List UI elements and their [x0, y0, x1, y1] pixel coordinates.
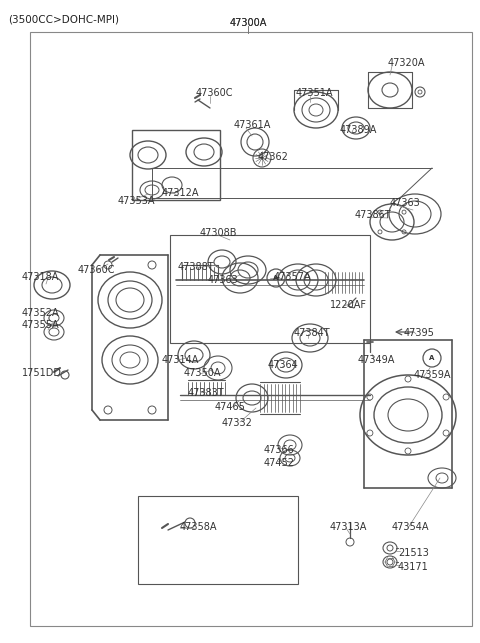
Text: 47359A: 47359A [414, 370, 452, 380]
Text: 47320A: 47320A [388, 58, 425, 68]
Text: 47360C: 47360C [196, 88, 233, 98]
Text: 47384T: 47384T [294, 328, 331, 338]
Text: 43171: 43171 [398, 562, 429, 572]
Text: A: A [273, 275, 279, 281]
Bar [132, 130, 220, 200]
Text: 1751DD: 1751DD [22, 368, 62, 378]
Text: 47300A: 47300A [229, 18, 267, 28]
Text: 1220AF: 1220AF [330, 300, 367, 310]
Text: 47388T: 47388T [178, 262, 215, 272]
Text: 47350A: 47350A [184, 368, 221, 378]
Text: (3500CC>DOHC-MPI): (3500CC>DOHC-MPI) [8, 14, 119, 24]
Bar [170, 235, 370, 343]
Text: 47383T: 47383T [188, 388, 225, 398]
Text: 21513: 21513 [398, 548, 429, 558]
Text: 47452: 47452 [264, 458, 295, 468]
Text: 47355A: 47355A [22, 320, 60, 330]
Text: A: A [429, 355, 435, 361]
Text: 47362: 47362 [258, 152, 289, 162]
Text: 47351A: 47351A [296, 88, 334, 98]
Text: 47357A: 47357A [274, 272, 312, 282]
Text: 47353A: 47353A [118, 196, 156, 206]
Text: 47363: 47363 [208, 275, 239, 285]
Text: 47300A: 47300A [229, 18, 267, 28]
Text: 47358A: 47358A [180, 522, 217, 532]
Text: 47364: 47364 [268, 360, 299, 370]
Text: 47389A: 47389A [340, 125, 377, 135]
Text: 47386T: 47386T [355, 210, 392, 220]
Text: 47318A: 47318A [22, 272, 60, 282]
Text: 47352A: 47352A [22, 308, 60, 318]
Text: 47366: 47366 [264, 445, 295, 455]
Text: 47360C: 47360C [78, 265, 116, 275]
Text: 47313A: 47313A [330, 522, 367, 532]
Text: 47363: 47363 [390, 198, 421, 208]
Text: 47332: 47332 [222, 418, 253, 428]
Bar [138, 496, 298, 584]
Text: 47395: 47395 [404, 328, 435, 338]
Text: 47312A: 47312A [162, 188, 200, 198]
Text: 47308B: 47308B [200, 228, 238, 238]
Text: 47354A: 47354A [392, 522, 430, 532]
Text: 47349A: 47349A [358, 355, 396, 365]
Text: 47314A: 47314A [162, 355, 199, 365]
Text: 47361A: 47361A [234, 120, 271, 130]
Text: 47465: 47465 [215, 402, 246, 412]
